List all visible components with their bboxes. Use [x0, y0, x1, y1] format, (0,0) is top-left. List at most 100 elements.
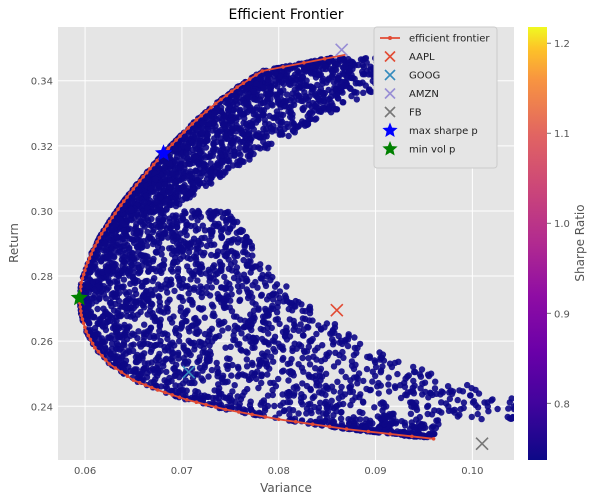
portfolio-point	[218, 233, 225, 240]
portfolio-point	[264, 90, 272, 97]
portfolio-point	[322, 63, 329, 70]
portfolio-point	[120, 235, 127, 242]
portfolio-point	[313, 379, 320, 386]
portfolio-point	[128, 216, 135, 224]
portfolio-point	[334, 378, 341, 385]
portfolio-point	[217, 208, 224, 216]
portfolio-point	[121, 303, 128, 311]
portfolio-point	[223, 279, 230, 286]
portfolio-point	[429, 391, 436, 399]
portfolio-point	[371, 404, 378, 411]
portfolio-point	[317, 325, 325, 333]
portfolio-point	[364, 353, 371, 361]
portfolio-point	[210, 223, 217, 230]
portfolio-point	[182, 370, 189, 377]
portfolio-point	[85, 318, 92, 325]
portfolio-point	[337, 389, 344, 396]
frontier-point	[177, 395, 182, 400]
portfolio-point	[174, 258, 181, 266]
portfolio-point	[224, 100, 231, 107]
portfolio-point	[315, 96, 322, 103]
portfolio-point	[175, 275, 183, 282]
frontier-point	[131, 187, 136, 191]
legend-entry: max sharpe p	[382, 122, 478, 137]
portfolio-point	[342, 373, 349, 381]
portfolio-point	[278, 79, 285, 86]
portfolio-point	[226, 394, 233, 402]
portfolio-point	[271, 348, 279, 355]
portfolio-point	[161, 377, 168, 384]
portfolio-point	[156, 294, 163, 301]
portfolio-point	[99, 268, 106, 276]
portfolio-point	[228, 372, 235, 379]
portfolio-point	[246, 401, 254, 409]
portfolio-point	[269, 102, 276, 109]
legend-box	[373, 26, 498, 169]
portfolio-point	[313, 330, 320, 338]
portfolio-point	[264, 76, 271, 83]
portfolio-point	[222, 344, 229, 351]
portfolio-point	[241, 388, 248, 396]
legend-entry: AMZN	[384, 87, 439, 100]
frontier-point	[78, 305, 83, 309]
chart-title: Efficient Frontier	[228, 7, 343, 23]
portfolio-point	[91, 286, 98, 293]
frontier-point	[366, 429, 371, 434]
portfolio-point	[322, 382, 329, 390]
portfolio-point	[177, 308, 184, 315]
portfolio-point	[164, 308, 171, 315]
frontier-point	[327, 424, 332, 429]
portfolio-point	[142, 331, 149, 338]
portfolio-point	[237, 316, 244, 323]
portfolio-point	[132, 224, 139, 231]
portfolio-point	[85, 282, 92, 290]
portfolio-point	[258, 379, 265, 387]
portfolio-point	[198, 339, 205, 346]
portfolio-point	[196, 354, 203, 361]
portfolio-point	[328, 397, 335, 404]
y-tick-labels: 0.24 0.26 0.28 0.30 0.32 0.34	[31, 77, 53, 414]
portfolio-point	[442, 400, 450, 407]
portfolio-point	[137, 308, 144, 316]
portfolio-point	[157, 285, 165, 293]
portfolio-point	[186, 173, 194, 180]
portfolio-point	[199, 119, 206, 127]
portfolio-point	[131, 331, 138, 339]
portfolio-point	[172, 387, 179, 394]
portfolio-point	[230, 336, 237, 344]
portfolio-point	[286, 359, 294, 367]
portfolio-point	[330, 363, 338, 370]
portfolio-point	[164, 335, 171, 343]
portfolio-point	[248, 359, 256, 367]
portfolio-point	[240, 256, 247, 264]
portfolio-point	[164, 169, 171, 176]
portfolio-point	[227, 343, 234, 350]
portfolio-point	[303, 82, 311, 90]
portfolio-point	[222, 132, 229, 140]
portfolio-point	[346, 68, 353, 75]
portfolio-point	[345, 55, 352, 63]
portfolio-point	[289, 127, 297, 134]
portfolio-point	[339, 340, 346, 348]
portfolio-point	[290, 80, 297, 87]
portfolio-point	[468, 413, 475, 421]
portfolio-point	[340, 56, 347, 64]
frontier-point	[102, 227, 106, 232]
portfolio-point	[236, 340, 243, 348]
frontier-point	[122, 199, 126, 203]
portfolio-point	[218, 375, 225, 383]
portfolio-point	[350, 374, 358, 381]
portfolio-point	[250, 372, 258, 379]
frontier-point	[219, 97, 223, 102]
legend-x-icon	[384, 106, 396, 118]
frontier-point	[260, 69, 265, 73]
portfolio-point	[360, 63, 368, 71]
portfolio-point	[113, 234, 121, 241]
portfolio-point	[225, 325, 232, 332]
portfolio-point	[163, 368, 170, 376]
portfolio-point	[448, 390, 456, 397]
portfolio-point	[124, 270, 132, 277]
portfolio-point	[258, 292, 265, 299]
portfolio-point	[161, 181, 168, 188]
frontier-point	[182, 130, 186, 134]
